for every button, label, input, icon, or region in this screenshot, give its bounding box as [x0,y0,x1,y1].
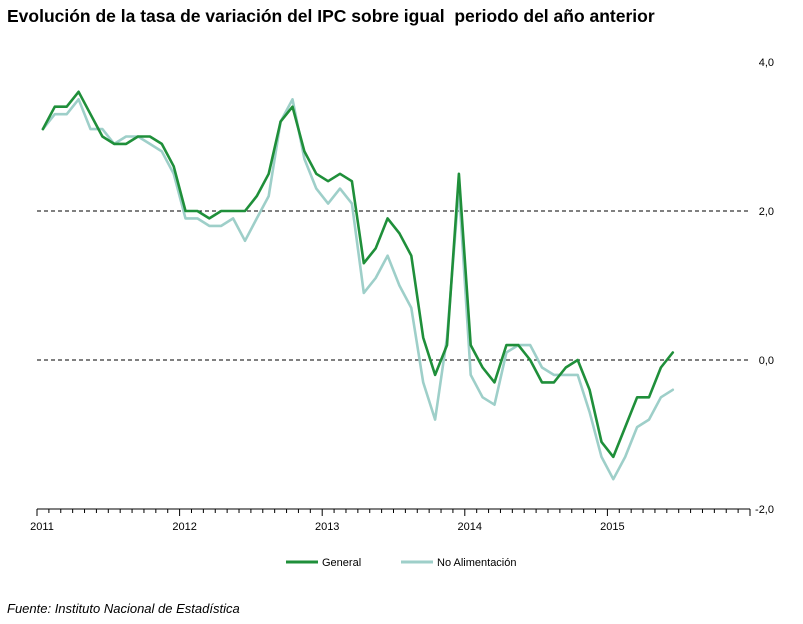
y-tick-label: -2,0 [755,504,774,516]
x-tick-label: 2011 [30,521,54,533]
x-tick-label: 2013 [315,521,339,533]
x-tick-label: 2014 [458,521,482,533]
chart-title: Evolución de la tasa de variación del IP… [7,6,655,26]
y-tick-label: 4,0 [759,57,774,69]
legend-label-general: General [322,557,361,569]
legend-label-no-alimentaci-n: No Alimentación [437,557,517,569]
y-tick-label: 0,0 [759,355,774,367]
series-line-no-alimentaci-n [41,98,675,481]
series-line-general [41,90,675,459]
y-tick-label: 2,0 [759,206,774,218]
x-tick-label: 2012 [172,521,196,533]
x-tick-label: 2015 [600,521,624,533]
source-note: Fuente: Instituto Nacional de Estadístic… [7,601,240,616]
